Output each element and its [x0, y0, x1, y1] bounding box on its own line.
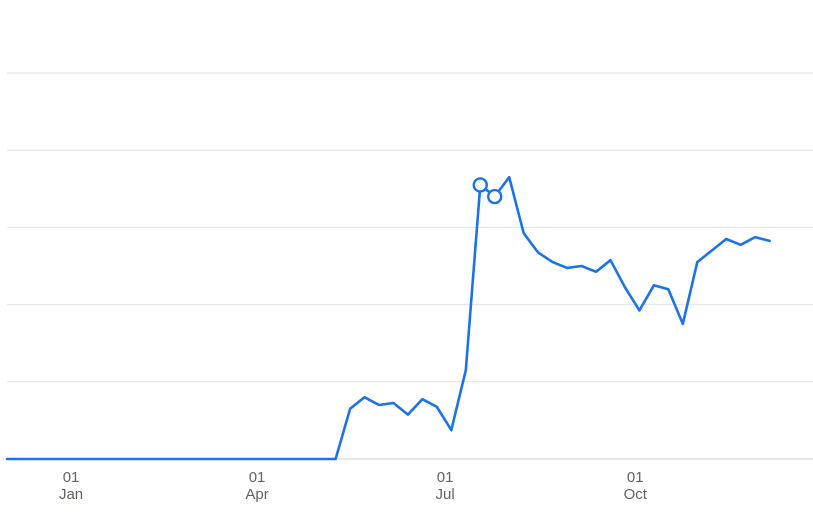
series-marker-1: [472, 177, 488, 193]
x-tick-label-4: 01 Oct: [624, 469, 648, 503]
x-tick-month: Jul: [436, 486, 455, 503]
x-tick-day: 01: [63, 469, 80, 486]
series-layer: [5, 175, 771, 461]
gridlines: [7, 72, 813, 383]
x-tick-day: 01: [437, 469, 454, 486]
marker-layer: [472, 177, 503, 205]
x-tick-month: Oct: [624, 486, 648, 503]
series-marker-2: [487, 188, 503, 205]
x-tick-label-1: 01 Jan: [59, 469, 83, 503]
x-tick-label-3: 01 Jul: [436, 469, 455, 503]
x-tick-label-2: 01 Apr: [245, 469, 268, 503]
series-line-1: [5, 175, 771, 461]
x-tick-month: Jan: [59, 486, 83, 503]
x-tick-day: 01: [249, 469, 266, 486]
x-tick-day: 01: [627, 469, 644, 486]
x-tick-month: Apr: [245, 486, 268, 503]
